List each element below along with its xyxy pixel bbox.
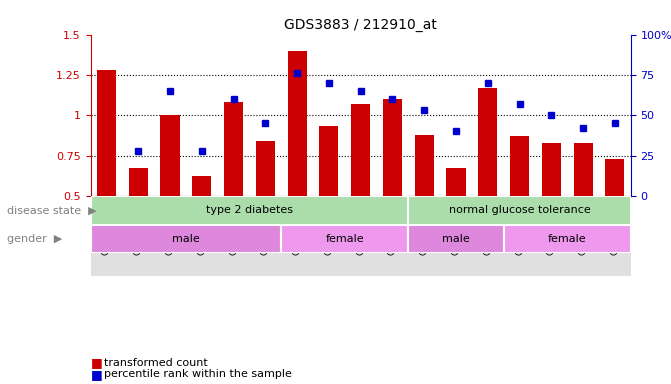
- Bar: [409, 225, 504, 253]
- Text: GSM572803: GSM572803: [578, 200, 588, 255]
- Text: GSM572808: GSM572808: [102, 200, 111, 255]
- Text: ■: ■: [91, 368, 103, 381]
- Text: male: male: [442, 234, 470, 244]
- Text: GSM572814: GSM572814: [388, 200, 397, 255]
- Bar: [319, 126, 338, 196]
- Text: GSM572811: GSM572811: [166, 200, 174, 255]
- Text: GSM572802: GSM572802: [547, 200, 556, 255]
- Text: transformed count: transformed count: [104, 358, 208, 368]
- Text: GSM572812: GSM572812: [356, 200, 365, 255]
- Text: percentile rank within the sample: percentile rank within the sample: [104, 369, 292, 379]
- Bar: [91, 196, 631, 276]
- Bar: [415, 134, 433, 196]
- Text: GSM572806: GSM572806: [611, 200, 619, 255]
- Bar: [288, 51, 307, 196]
- Text: male: male: [172, 234, 200, 244]
- Bar: [510, 136, 529, 196]
- Text: gender  ▶: gender ▶: [7, 234, 62, 244]
- Bar: [351, 104, 370, 196]
- Bar: [478, 88, 497, 196]
- Text: GSM572815: GSM572815: [229, 200, 238, 255]
- Text: normal glucose tolerance: normal glucose tolerance: [449, 205, 590, 215]
- Text: disease state  ▶: disease state ▶: [7, 205, 97, 215]
- Bar: [256, 141, 275, 196]
- Bar: [224, 102, 243, 196]
- Text: GSM572810: GSM572810: [324, 200, 333, 255]
- Text: GSM572809: GSM572809: [134, 200, 143, 255]
- Title: GDS3883 / 212910_at: GDS3883 / 212910_at: [285, 18, 437, 32]
- Text: ■: ■: [91, 356, 103, 369]
- Bar: [97, 70, 116, 196]
- Text: type 2 diabetes: type 2 diabetes: [206, 205, 293, 215]
- Bar: [574, 142, 592, 196]
- Bar: [193, 177, 211, 196]
- Bar: [383, 99, 402, 196]
- Bar: [446, 169, 466, 196]
- Bar: [91, 196, 409, 225]
- Bar: [504, 225, 631, 253]
- Text: GSM572800: GSM572800: [419, 200, 429, 255]
- Bar: [541, 142, 561, 196]
- Bar: [605, 159, 625, 196]
- Bar: [91, 225, 281, 253]
- Bar: [129, 169, 148, 196]
- Bar: [160, 115, 180, 196]
- Text: GSM572816: GSM572816: [261, 200, 270, 255]
- Text: GSM572804: GSM572804: [483, 200, 493, 255]
- Bar: [409, 196, 631, 225]
- Text: GSM572813: GSM572813: [197, 200, 206, 255]
- Text: GSM572807: GSM572807: [293, 200, 302, 255]
- Text: female: female: [548, 234, 586, 244]
- Text: GSM572801: GSM572801: [452, 200, 460, 255]
- Text: female: female: [325, 234, 364, 244]
- Text: GSM572805: GSM572805: [515, 200, 524, 255]
- Bar: [281, 225, 409, 253]
